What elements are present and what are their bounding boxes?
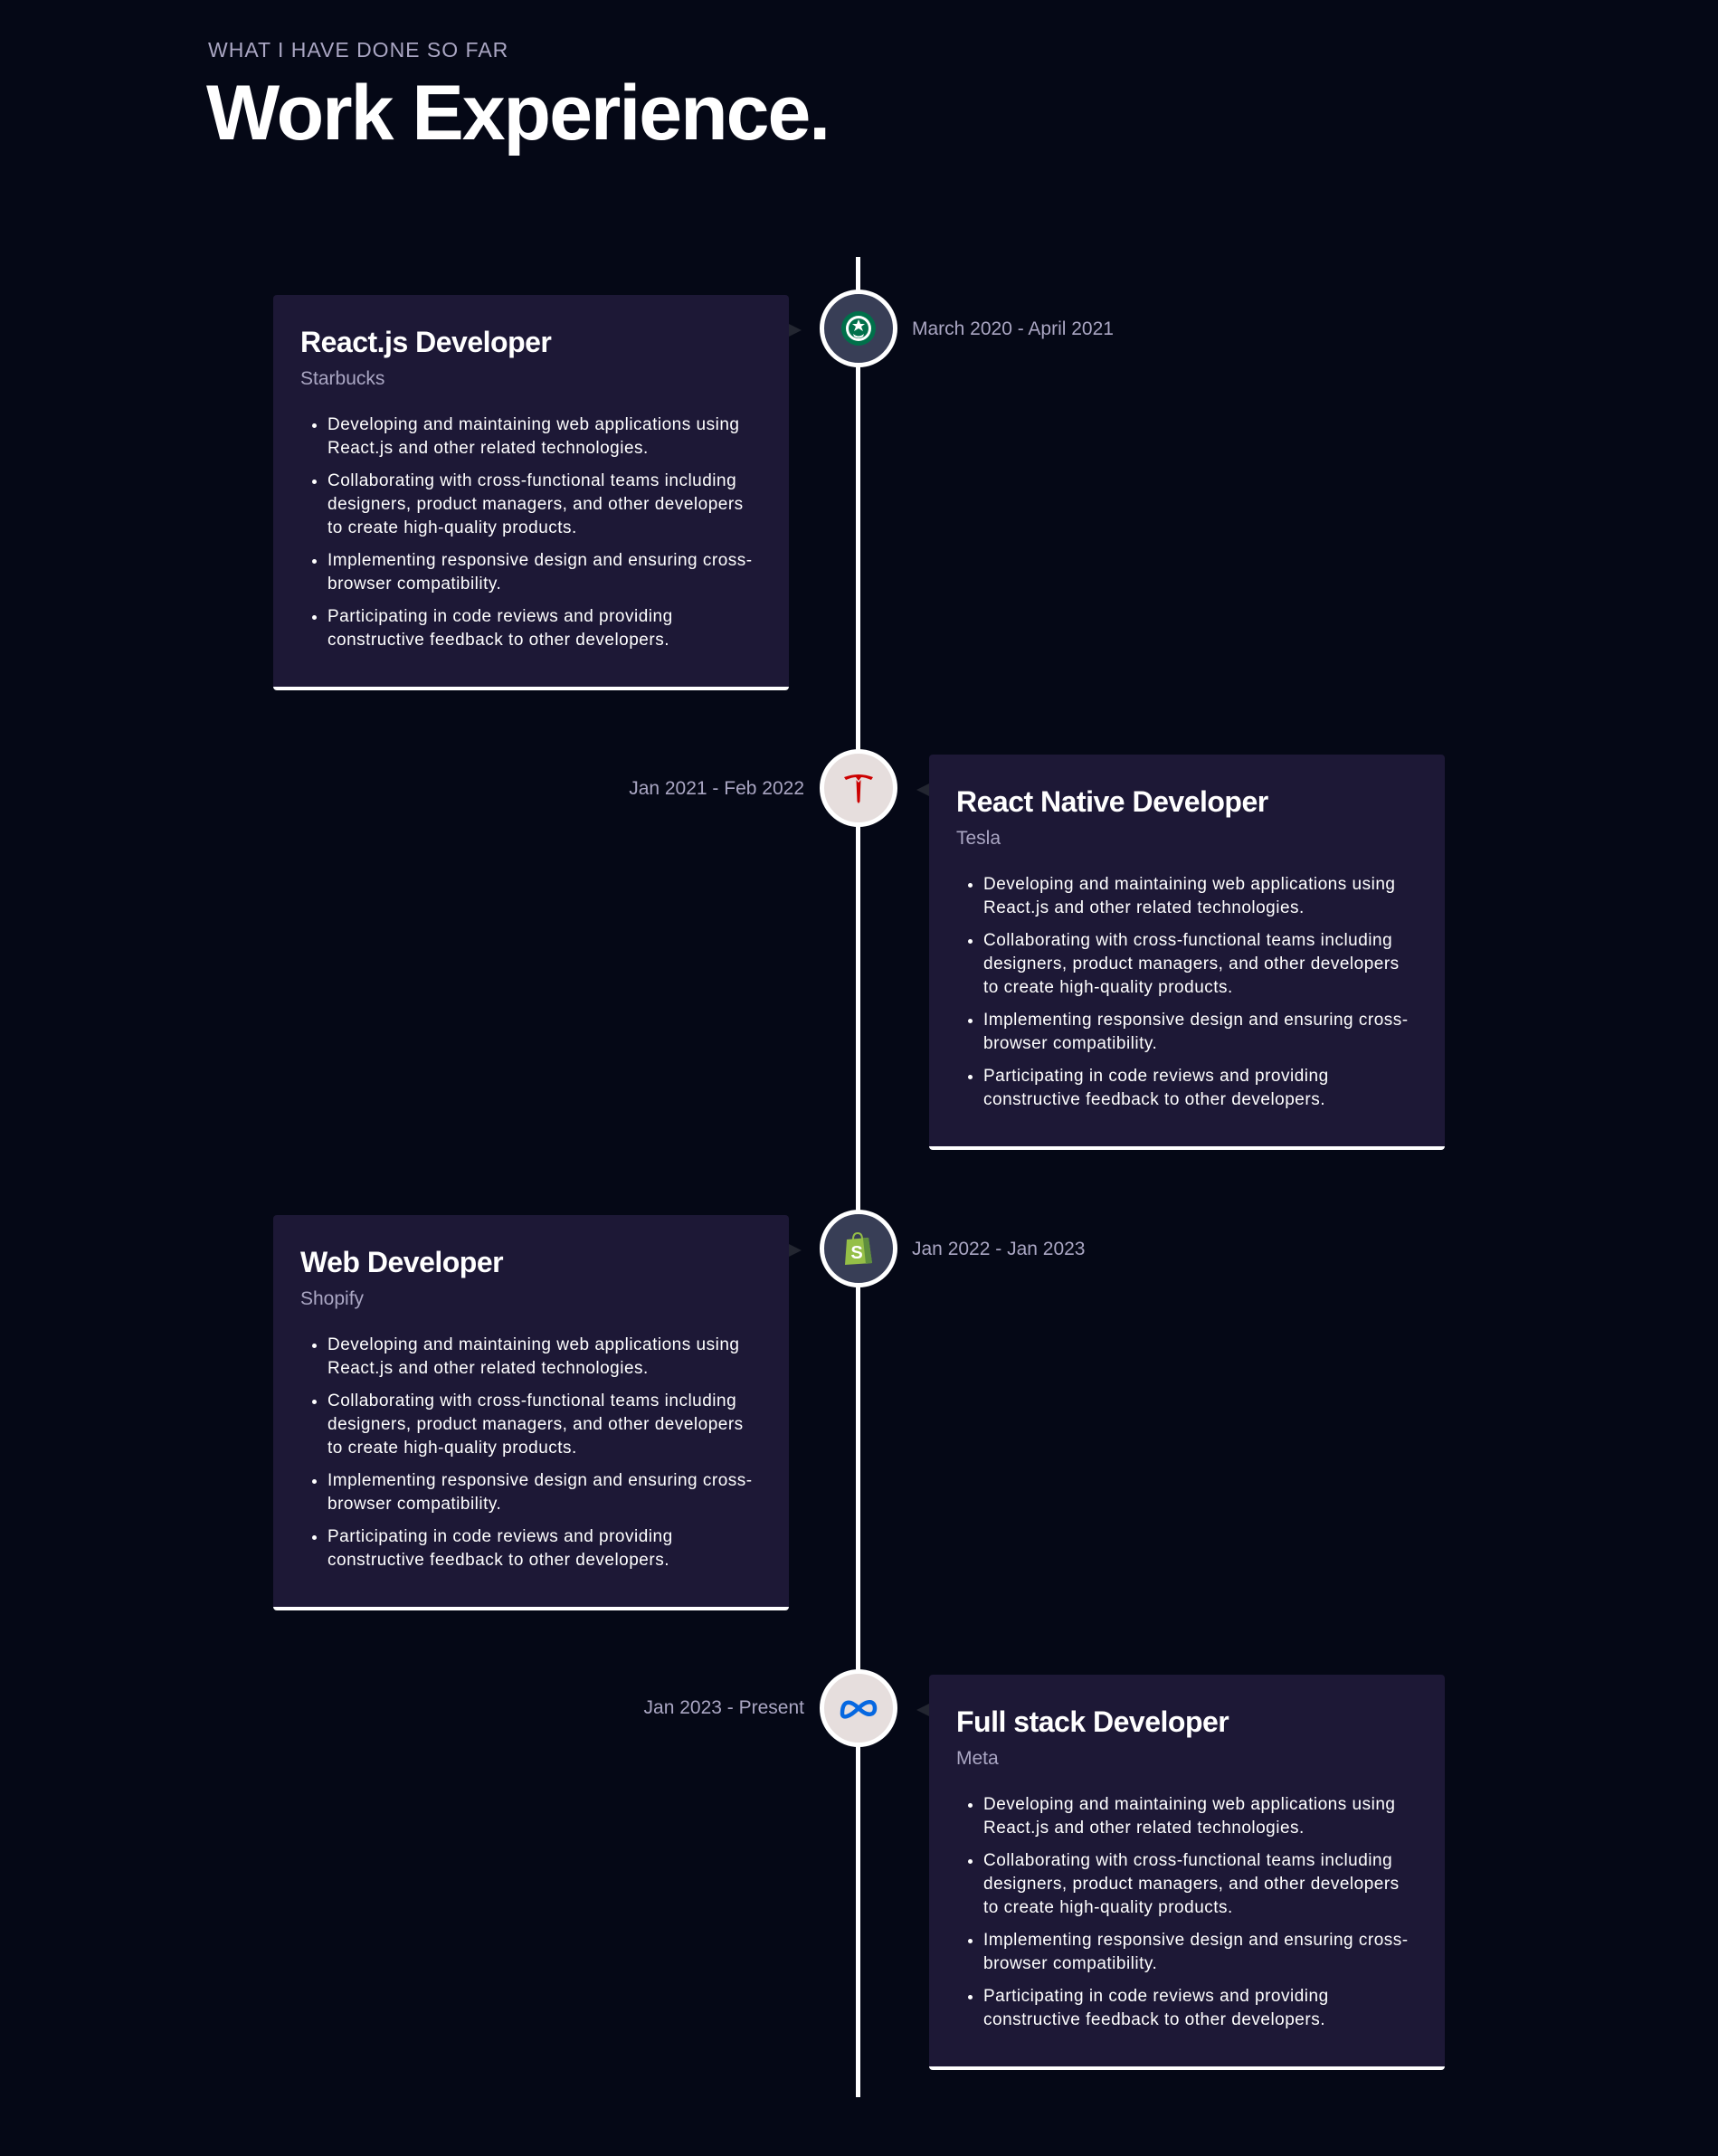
tesla-icon xyxy=(844,774,873,803)
experience-card: Full stack Developer Meta Developing and… xyxy=(916,1675,1445,2070)
shopify-icon: S xyxy=(845,1231,872,1265)
company-name: Tesla xyxy=(956,828,1001,849)
responsibility-list: Developing and maintaining web applicati… xyxy=(956,873,1418,1112)
company-icon-badge xyxy=(820,1669,897,1747)
list-item: Collaborating with cross-functional team… xyxy=(327,470,762,540)
list-item: Collaborating with cross-functional team… xyxy=(327,1390,762,1460)
company-icon-badge xyxy=(820,290,897,367)
meta-icon xyxy=(840,1700,878,1719)
company-name: Shopify xyxy=(300,1288,365,1309)
role-title: React Native Developer xyxy=(956,785,1268,818)
list-item: Implementing responsive design and ensur… xyxy=(983,1929,1418,1976)
responsibility-list: Developing and maintaining web applicati… xyxy=(300,413,762,652)
list-item: Implementing responsive design and ensur… xyxy=(327,1469,762,1516)
section-title: Work Experience. xyxy=(206,70,831,157)
timeline-line xyxy=(856,257,860,2097)
list-item: Implementing responsive design and ensur… xyxy=(327,549,762,596)
section-eyebrow: What I have done so far xyxy=(208,38,509,62)
list-item: Collaborating with cross-functional team… xyxy=(983,1849,1418,1920)
company-icon-badge: S xyxy=(820,1210,897,1287)
date-label: March 2020 - April 2021 xyxy=(912,318,1114,339)
list-item: Developing and maintaining web applicati… xyxy=(327,413,762,461)
responsibility-list: Developing and maintaining web applicati… xyxy=(956,1793,1418,2032)
list-item: Participating in code reviews and provid… xyxy=(983,1985,1418,2032)
date-label: Jan 2021 - Feb 2022 xyxy=(629,778,804,799)
list-item: Developing and maintaining web applicati… xyxy=(983,1793,1418,1840)
starbucks-icon xyxy=(841,311,876,346)
date-label: Jan 2023 - Present xyxy=(643,1697,804,1718)
svg-text:S: S xyxy=(850,1243,862,1263)
list-item: Participating in code reviews and provid… xyxy=(983,1065,1418,1112)
experience-card: Web Developer Shopify Developing and mai… xyxy=(273,1215,802,1610)
company-name: Meta xyxy=(956,1748,999,1769)
date-label: Jan 2022 - Jan 2023 xyxy=(912,1239,1086,1259)
company-icon-badge xyxy=(820,749,897,827)
list-item: Participating in code reviews and provid… xyxy=(327,605,762,652)
role-title: Full stack Developer xyxy=(956,1705,1229,1738)
list-item: Participating in code reviews and provid… xyxy=(327,1525,762,1572)
role-title: React.js Developer xyxy=(300,326,552,358)
list-item: Developing and maintaining web applicati… xyxy=(983,873,1418,920)
responsibility-list: Developing and maintaining web applicati… xyxy=(300,1334,762,1572)
experience-card: React Native Developer Tesla Developing … xyxy=(916,755,1445,1150)
role-title: Web Developer xyxy=(300,1246,504,1278)
company-name: Starbucks xyxy=(300,368,385,389)
list-item: Collaborating with cross-functional team… xyxy=(983,929,1418,1000)
list-item: Implementing responsive design and ensur… xyxy=(983,1009,1418,1056)
experience-card: React.js Developer Starbucks Developing … xyxy=(273,295,802,690)
list-item: Developing and maintaining web applicati… xyxy=(327,1334,762,1381)
